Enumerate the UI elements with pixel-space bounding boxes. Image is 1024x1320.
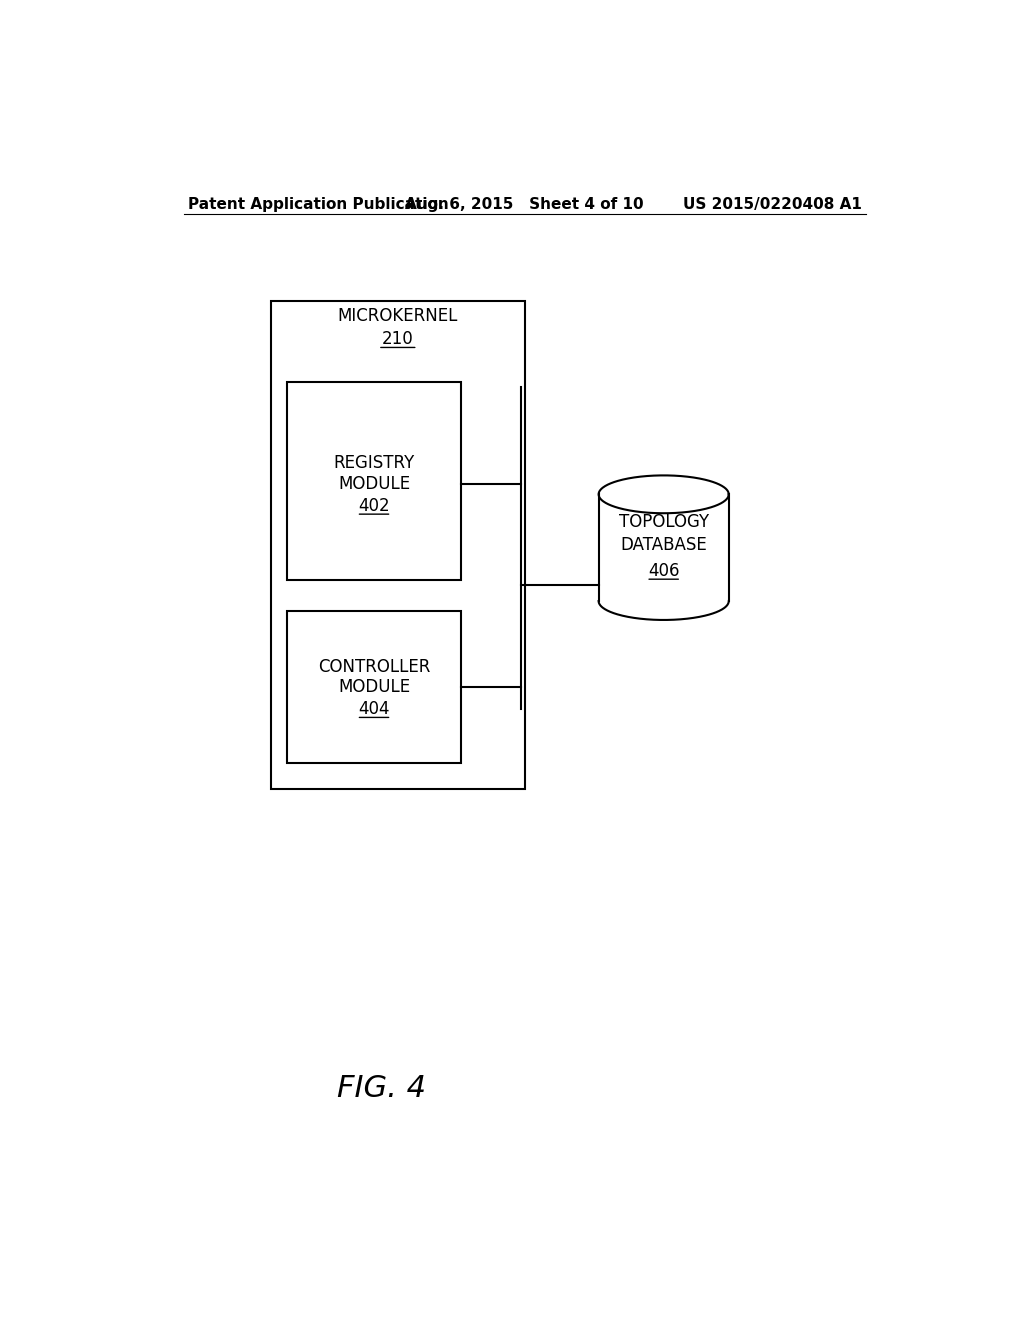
Text: MODULE: MODULE [338,475,410,492]
Bar [287,381,462,581]
Bar [270,301,524,788]
Text: US 2015/0220408 A1: US 2015/0220408 A1 [683,197,862,211]
Text: 406: 406 [648,562,680,579]
Text: DATABASE: DATABASE [621,536,707,553]
Text: REGISTRY: REGISTRY [334,454,415,473]
Text: TOPOLOGY: TOPOLOGY [618,513,709,531]
Text: 404: 404 [358,701,390,718]
Text: FIG. 4: FIG. 4 [338,1074,426,1104]
Polygon shape [599,494,729,620]
Text: Aug. 6, 2015   Sheet 4 of 10: Aug. 6, 2015 Sheet 4 of 10 [406,197,644,211]
Bar [287,611,462,763]
Text: MICROKERNEL: MICROKERNEL [338,308,458,325]
Text: MODULE: MODULE [338,678,410,696]
Text: 402: 402 [358,498,390,515]
Text: CONTROLLER: CONTROLLER [317,657,430,676]
Text: Patent Application Publication: Patent Application Publication [187,197,449,211]
Text: 210: 210 [382,330,414,348]
Polygon shape [599,475,729,513]
